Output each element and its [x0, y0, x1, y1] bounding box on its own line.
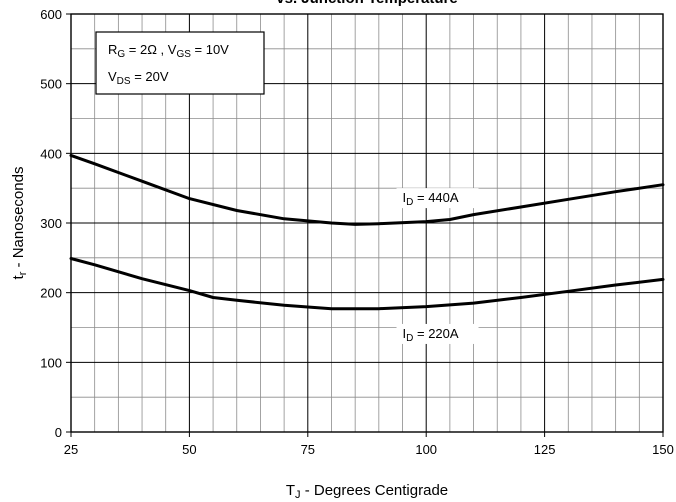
series-label-2: ID = 220A [403, 326, 459, 344]
series-line-2 [69, 257, 665, 311]
x-tick-label: 125 [534, 442, 556, 457]
y-tick-label: 0 [55, 425, 62, 440]
y-tick-label: 500 [40, 77, 62, 92]
x-tick-label: 50 [182, 442, 196, 457]
condition-box [95, 31, 265, 95]
x-axis-title: TJ - Degrees Centigrade [286, 482, 448, 501]
y-tick-label: 100 [40, 355, 62, 370]
x-tick-label: 100 [415, 442, 437, 457]
chart-title: vs. Junction Temperature [276, 0, 457, 7]
y-axis-title: tr - Nanoseconds [10, 167, 29, 280]
x-tick-label: 150 [652, 442, 674, 457]
series-label-bg [396, 323, 479, 344]
condition-line-2: VDS = 20V [108, 69, 169, 87]
y-tick-label: 400 [40, 146, 62, 161]
y-tick-label: 300 [40, 216, 62, 231]
y-tick-label: 600 [40, 7, 62, 22]
x-tick-label: 75 [301, 442, 315, 457]
x-tick-label: 25 [64, 442, 78, 457]
y-tick-label: 200 [40, 286, 62, 301]
condition-line-1: RG = 2Ω , VGS = 10V [108, 42, 229, 60]
series-label-bg [396, 188, 479, 209]
labels-layer: 25 50 75 100 125 150 0 100 200 300 400 500 600 vs. Ju… [10, 0, 674, 501]
series-line-1 [69, 153, 665, 226]
plot-frame [70, 13, 664, 433]
series-layer [69, 153, 665, 311]
series-label-1: ID = 440A [403, 190, 459, 208]
